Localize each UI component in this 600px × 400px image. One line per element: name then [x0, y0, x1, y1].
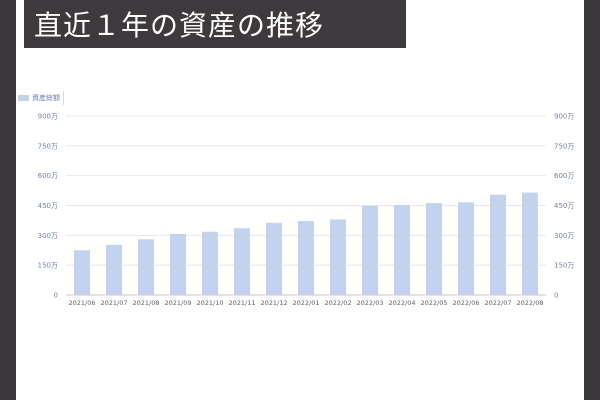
bar [202, 231, 218, 295]
bar [330, 219, 346, 295]
page-title: 直近１年の資産の推移 [24, 0, 406, 48]
legend-label: 資産総額 [32, 94, 60, 102]
x-tick-label: 2021/06 [68, 299, 95, 307]
bar [266, 222, 282, 295]
x-tick-label: 2021/12 [260, 299, 287, 307]
y-tick-label-right: 600万 [554, 172, 574, 180]
x-tick-label: 2021/11 [228, 299, 255, 307]
bar-group [74, 192, 538, 295]
y-tick-label-left: 450万 [38, 202, 58, 210]
bar [234, 228, 250, 295]
y-tick-label-left: 150万 [38, 262, 58, 270]
bar [74, 250, 90, 295]
y-tick-label-right: 300万 [554, 232, 574, 240]
bar [458, 202, 474, 295]
y-tick-label-right: 900万 [554, 113, 574, 121]
bar [298, 221, 314, 295]
y-axis-right: 0 150万 300万 450万 600万 750万 900万 [554, 113, 574, 300]
y-tick-label-left: 0 [54, 292, 58, 300]
x-axis: 2021/06 2021/07 2021/08 2021/09 2021/10 2021/… [68, 299, 543, 307]
y-tick-label-right: 450万 [554, 202, 574, 210]
chart-legend[interactable]: 資産総額 [18, 91, 64, 105]
x-tick-label: 2022/01 [292, 299, 319, 307]
x-tick-label: 2022/08 [516, 299, 543, 307]
bar [522, 192, 538, 295]
bar [426, 203, 442, 295]
y-axis-left: 0 150万 300万 450万 600万 750万 900万 [38, 113, 58, 300]
x-tick-label: 2022/06 [452, 299, 479, 307]
bar [362, 205, 378, 295]
y-tick-label-left: 900万 [38, 113, 58, 121]
bar [490, 194, 506, 295]
y-tick-label-left: 750万 [38, 142, 58, 150]
x-tick-label: 2022/05 [420, 299, 447, 307]
y-tick-label-left: 600万 [38, 172, 58, 180]
y-tick-label-right: 150万 [554, 262, 574, 270]
x-tick-label: 2021/10 [196, 299, 223, 307]
bar [138, 239, 154, 295]
x-tick-label: 2022/07 [484, 299, 511, 307]
bar [170, 233, 186, 295]
legend-swatch [18, 95, 29, 101]
x-tick-label: 2022/02 [324, 299, 351, 307]
y-tick-label-right: 750万 [554, 142, 574, 150]
chart-panel [16, 0, 584, 400]
x-tick-label: 2022/03 [356, 299, 383, 307]
bar [394, 205, 410, 295]
y-tick-label-left: 300万 [38, 232, 58, 240]
bar [106, 244, 122, 295]
x-tick-label: 2022/04 [388, 299, 415, 307]
page-title-text: 直近１年の資産の推移 [34, 9, 325, 42]
x-tick-label: 2021/09 [164, 299, 191, 307]
x-tick-label: 2021/07 [100, 299, 127, 307]
y-tick-label-right: 0 [554, 292, 558, 300]
x-tick-label: 2021/08 [132, 299, 159, 307]
